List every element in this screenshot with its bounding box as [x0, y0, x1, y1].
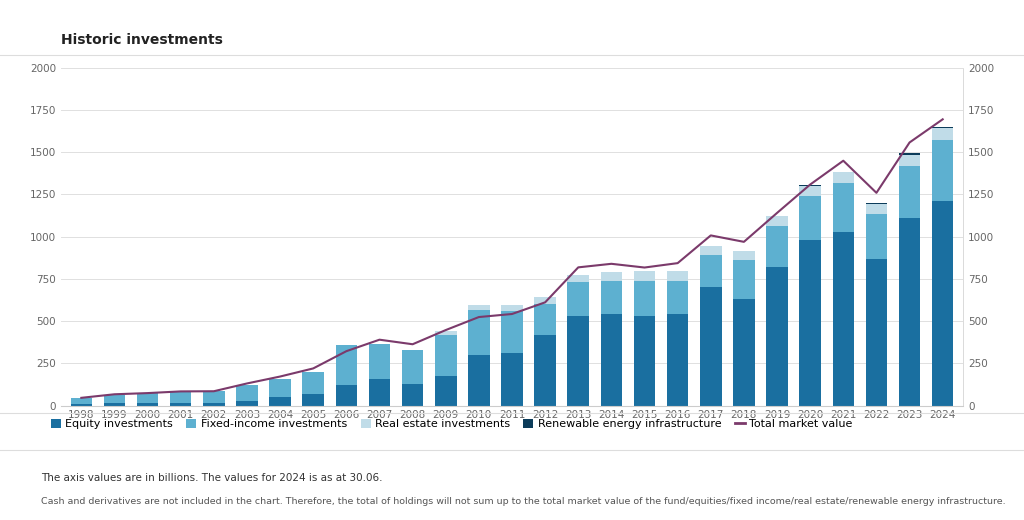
- Bar: [336, 385, 357, 406]
- Bar: [932, 201, 953, 406]
- Bar: [237, 385, 258, 400]
- Bar: [103, 395, 125, 403]
- Bar: [833, 172, 854, 184]
- Bar: [899, 154, 921, 165]
- Legend: Equity investments, Fixed-income investments, Real estate investments, Renewable: Equity investments, Fixed-income investm…: [46, 414, 857, 434]
- Bar: [468, 310, 489, 355]
- Bar: [899, 218, 921, 406]
- Bar: [435, 376, 457, 406]
- Bar: [733, 251, 755, 260]
- Bar: [766, 216, 787, 226]
- Bar: [833, 231, 854, 406]
- Bar: [634, 316, 655, 406]
- Bar: [237, 400, 258, 406]
- Bar: [435, 335, 457, 376]
- Bar: [170, 402, 191, 406]
- Bar: [833, 184, 854, 231]
- Bar: [865, 214, 887, 258]
- Bar: [269, 379, 291, 397]
- Bar: [203, 402, 224, 406]
- Bar: [800, 240, 821, 406]
- Bar: [733, 299, 755, 406]
- Bar: [302, 372, 324, 394]
- Bar: [336, 345, 357, 385]
- Bar: [401, 384, 423, 406]
- Bar: [700, 255, 722, 287]
- Bar: [103, 403, 125, 406]
- Bar: [535, 297, 556, 304]
- Bar: [667, 314, 688, 406]
- Bar: [766, 267, 787, 406]
- Bar: [733, 260, 755, 299]
- Bar: [601, 272, 623, 280]
- Bar: [766, 226, 787, 267]
- Bar: [865, 204, 887, 214]
- Bar: [800, 186, 821, 196]
- Bar: [899, 153, 921, 154]
- Bar: [667, 280, 688, 314]
- Text: Historic investments: Historic investments: [61, 33, 223, 47]
- Bar: [700, 287, 722, 406]
- Bar: [865, 258, 887, 406]
- Bar: [667, 271, 688, 280]
- Bar: [137, 393, 159, 402]
- Bar: [932, 127, 953, 128]
- Bar: [567, 316, 589, 406]
- Text: Cash and derivatives are not included in the chart. Therefore, the total of hold: Cash and derivatives are not included in…: [41, 497, 1006, 505]
- Bar: [567, 282, 589, 316]
- Bar: [369, 344, 390, 379]
- Bar: [71, 398, 92, 404]
- Bar: [468, 305, 489, 310]
- Bar: [501, 311, 523, 353]
- Bar: [932, 140, 953, 201]
- Bar: [865, 203, 887, 204]
- Bar: [369, 379, 390, 406]
- Bar: [567, 275, 589, 282]
- Bar: [501, 353, 523, 406]
- Bar: [269, 397, 291, 406]
- Bar: [634, 271, 655, 280]
- Bar: [435, 331, 457, 335]
- Bar: [800, 196, 821, 240]
- Bar: [137, 402, 159, 406]
- Bar: [601, 314, 623, 406]
- Bar: [601, 280, 623, 314]
- Bar: [634, 280, 655, 316]
- Bar: [71, 404, 92, 406]
- Bar: [899, 165, 921, 218]
- Bar: [700, 246, 722, 255]
- Bar: [170, 392, 191, 402]
- Bar: [203, 391, 224, 402]
- Bar: [302, 394, 324, 406]
- Bar: [535, 335, 556, 406]
- Bar: [535, 304, 556, 335]
- Bar: [401, 350, 423, 384]
- Bar: [932, 128, 953, 140]
- Bar: [501, 305, 523, 311]
- Text: The axis values are in billions. The values for 2024 is as at 30.06.: The axis values are in billions. The val…: [41, 473, 382, 483]
- Bar: [468, 355, 489, 406]
